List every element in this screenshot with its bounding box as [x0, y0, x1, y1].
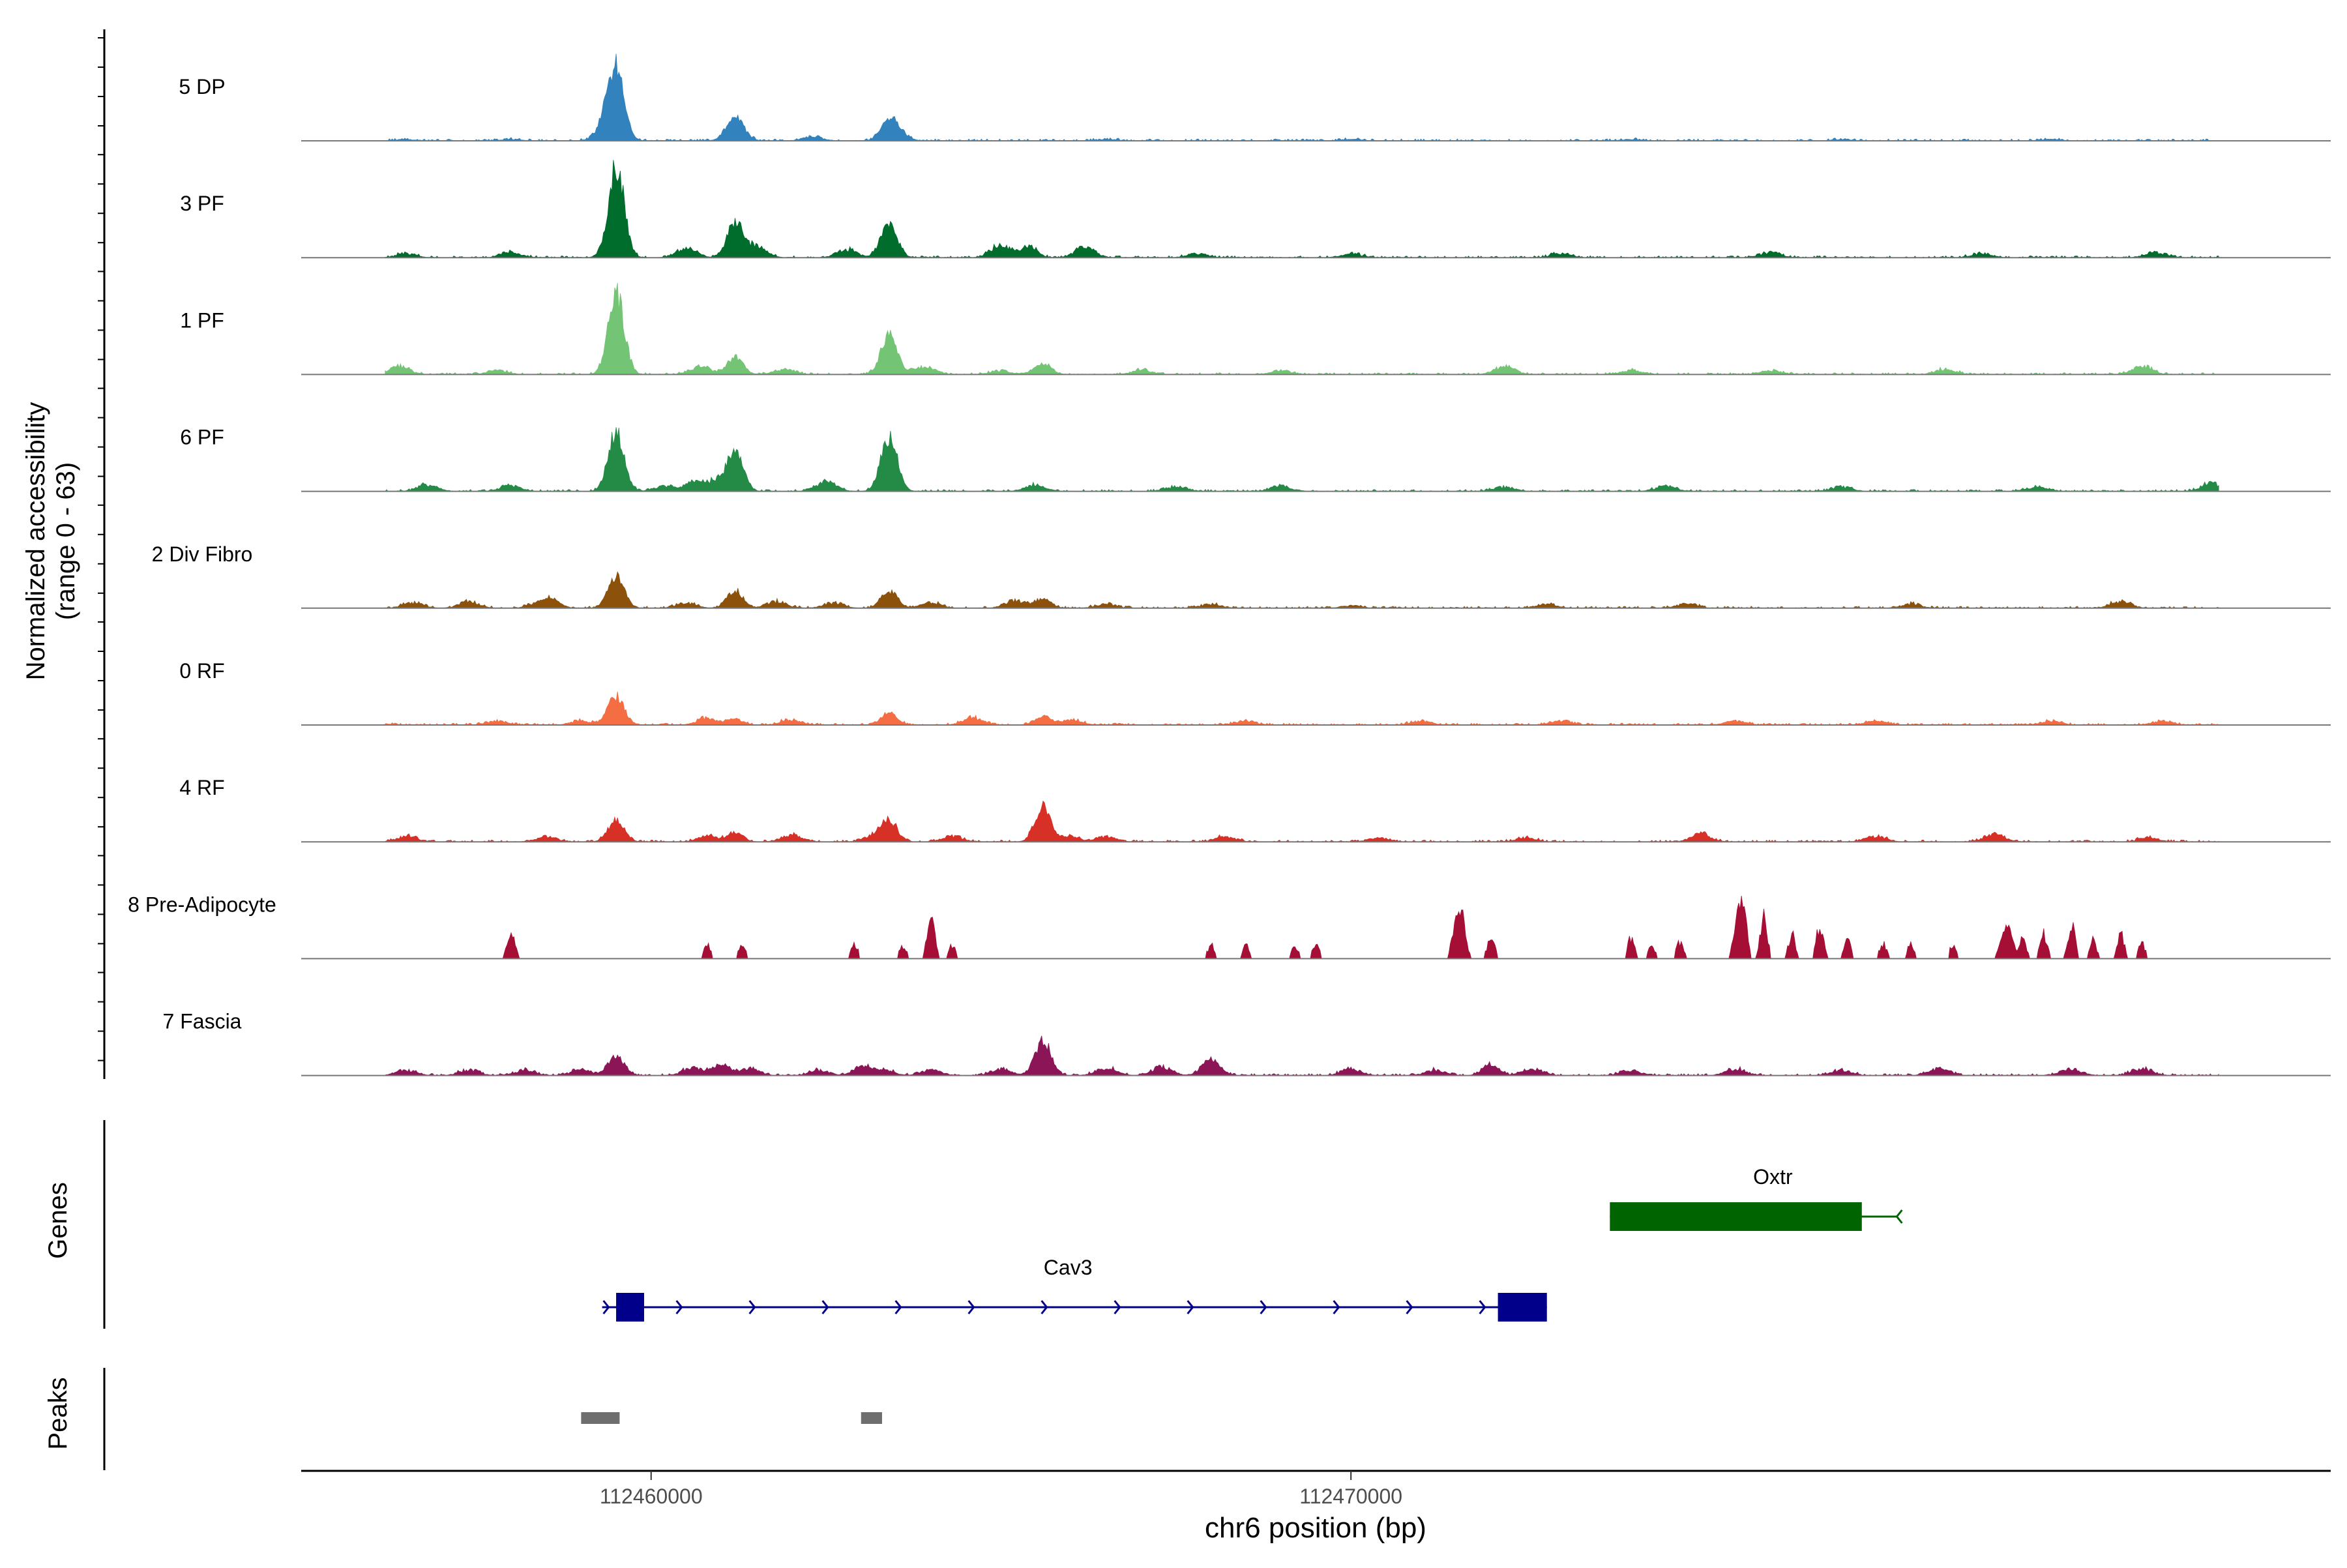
track-8: 7 Fascia: [163, 1010, 2331, 1076]
gene-exon: [616, 1293, 644, 1322]
strand-arrow: [1479, 1300, 1486, 1314]
strand-arrow: [1895, 1209, 1903, 1224]
gene-annotation-panel: Cav3 Oxtr: [602, 1165, 1903, 1322]
gene-oxtr: Oxtr: [1610, 1165, 1903, 1231]
track-4: 2 Div Fibro: [152, 542, 2331, 609]
gene-exon: [1610, 1202, 1862, 1231]
gene-name: Cav3: [1044, 1256, 1093, 1279]
track-3: 6 PF: [180, 426, 2331, 492]
track-label: 4 RF: [179, 776, 224, 799]
track-label: 7 Fascia: [163, 1010, 242, 1033]
gene-exon: [1498, 1293, 1547, 1322]
strand-arrow: [967, 1300, 975, 1314]
strand-arrow: [1406, 1300, 1413, 1314]
coverage-area: [384, 427, 2219, 492]
strand-arrow: [602, 1300, 610, 1314]
peak-panel: [581, 1412, 882, 1424]
track-7: 8 Pre-Adipocyte: [128, 893, 2331, 960]
peak-region: [861, 1412, 882, 1424]
track-label: 6 PF: [180, 426, 224, 449]
strand-arrow: [821, 1300, 829, 1314]
strand-arrow: [748, 1300, 756, 1314]
track-1: 3 PF: [180, 160, 2331, 259]
gene-cav3: Cav3: [602, 1256, 1547, 1322]
track-label: 8 Pre-Adipocyte: [128, 893, 276, 916]
strand-arrow: [1260, 1300, 1267, 1314]
coverage-area: [385, 53, 2219, 141]
peak-region: [581, 1412, 620, 1424]
track-0: 5 DP: [179, 53, 2331, 141]
genes-panel-title: Genes: [44, 1182, 72, 1259]
track-label: 5 DP: [179, 75, 225, 98]
track-5: 0 RF: [179, 659, 2331, 726]
strand-arrow: [675, 1300, 683, 1314]
strand-arrow: [1041, 1300, 1048, 1314]
strand-arrow: [1114, 1300, 1121, 1314]
track-label: 0 RF: [179, 659, 224, 683]
y-axis-label-range: (range 0 - 63): [52, 462, 80, 620]
track-label: 3 PF: [180, 192, 224, 215]
x-tick-label: 112470000: [1299, 1485, 1402, 1508]
gene-name: Oxtr: [1753, 1165, 1793, 1189]
strand-arrow: [1333, 1300, 1340, 1314]
strand-arrow: [894, 1300, 902, 1314]
track-2: 1 PF: [180, 282, 2331, 376]
peaks-panel-title: Peaks: [44, 1377, 72, 1449]
y-axis-label: Normalized accessibility: [22, 402, 50, 681]
y-axis-ticks: [98, 37, 104, 1061]
x-tick-label: 112460000: [600, 1485, 703, 1508]
strand-arrow: [1187, 1300, 1194, 1314]
track-label: 1 PF: [180, 308, 224, 332]
track-6: 4 RF: [179, 776, 2331, 843]
track-label: 2 Div Fibro: [152, 542, 253, 566]
coverage-tracks: 5 DP 3 PF 1 PF 6 PF 2 Div Fibro 0 RF 4 RF 8 Pre…: [128, 53, 2331, 1076]
x-axis-label: chr6 position (bp): [1205, 1512, 1426, 1544]
x-axis-ticks: 112460000 112470000: [600, 1471, 1402, 1508]
